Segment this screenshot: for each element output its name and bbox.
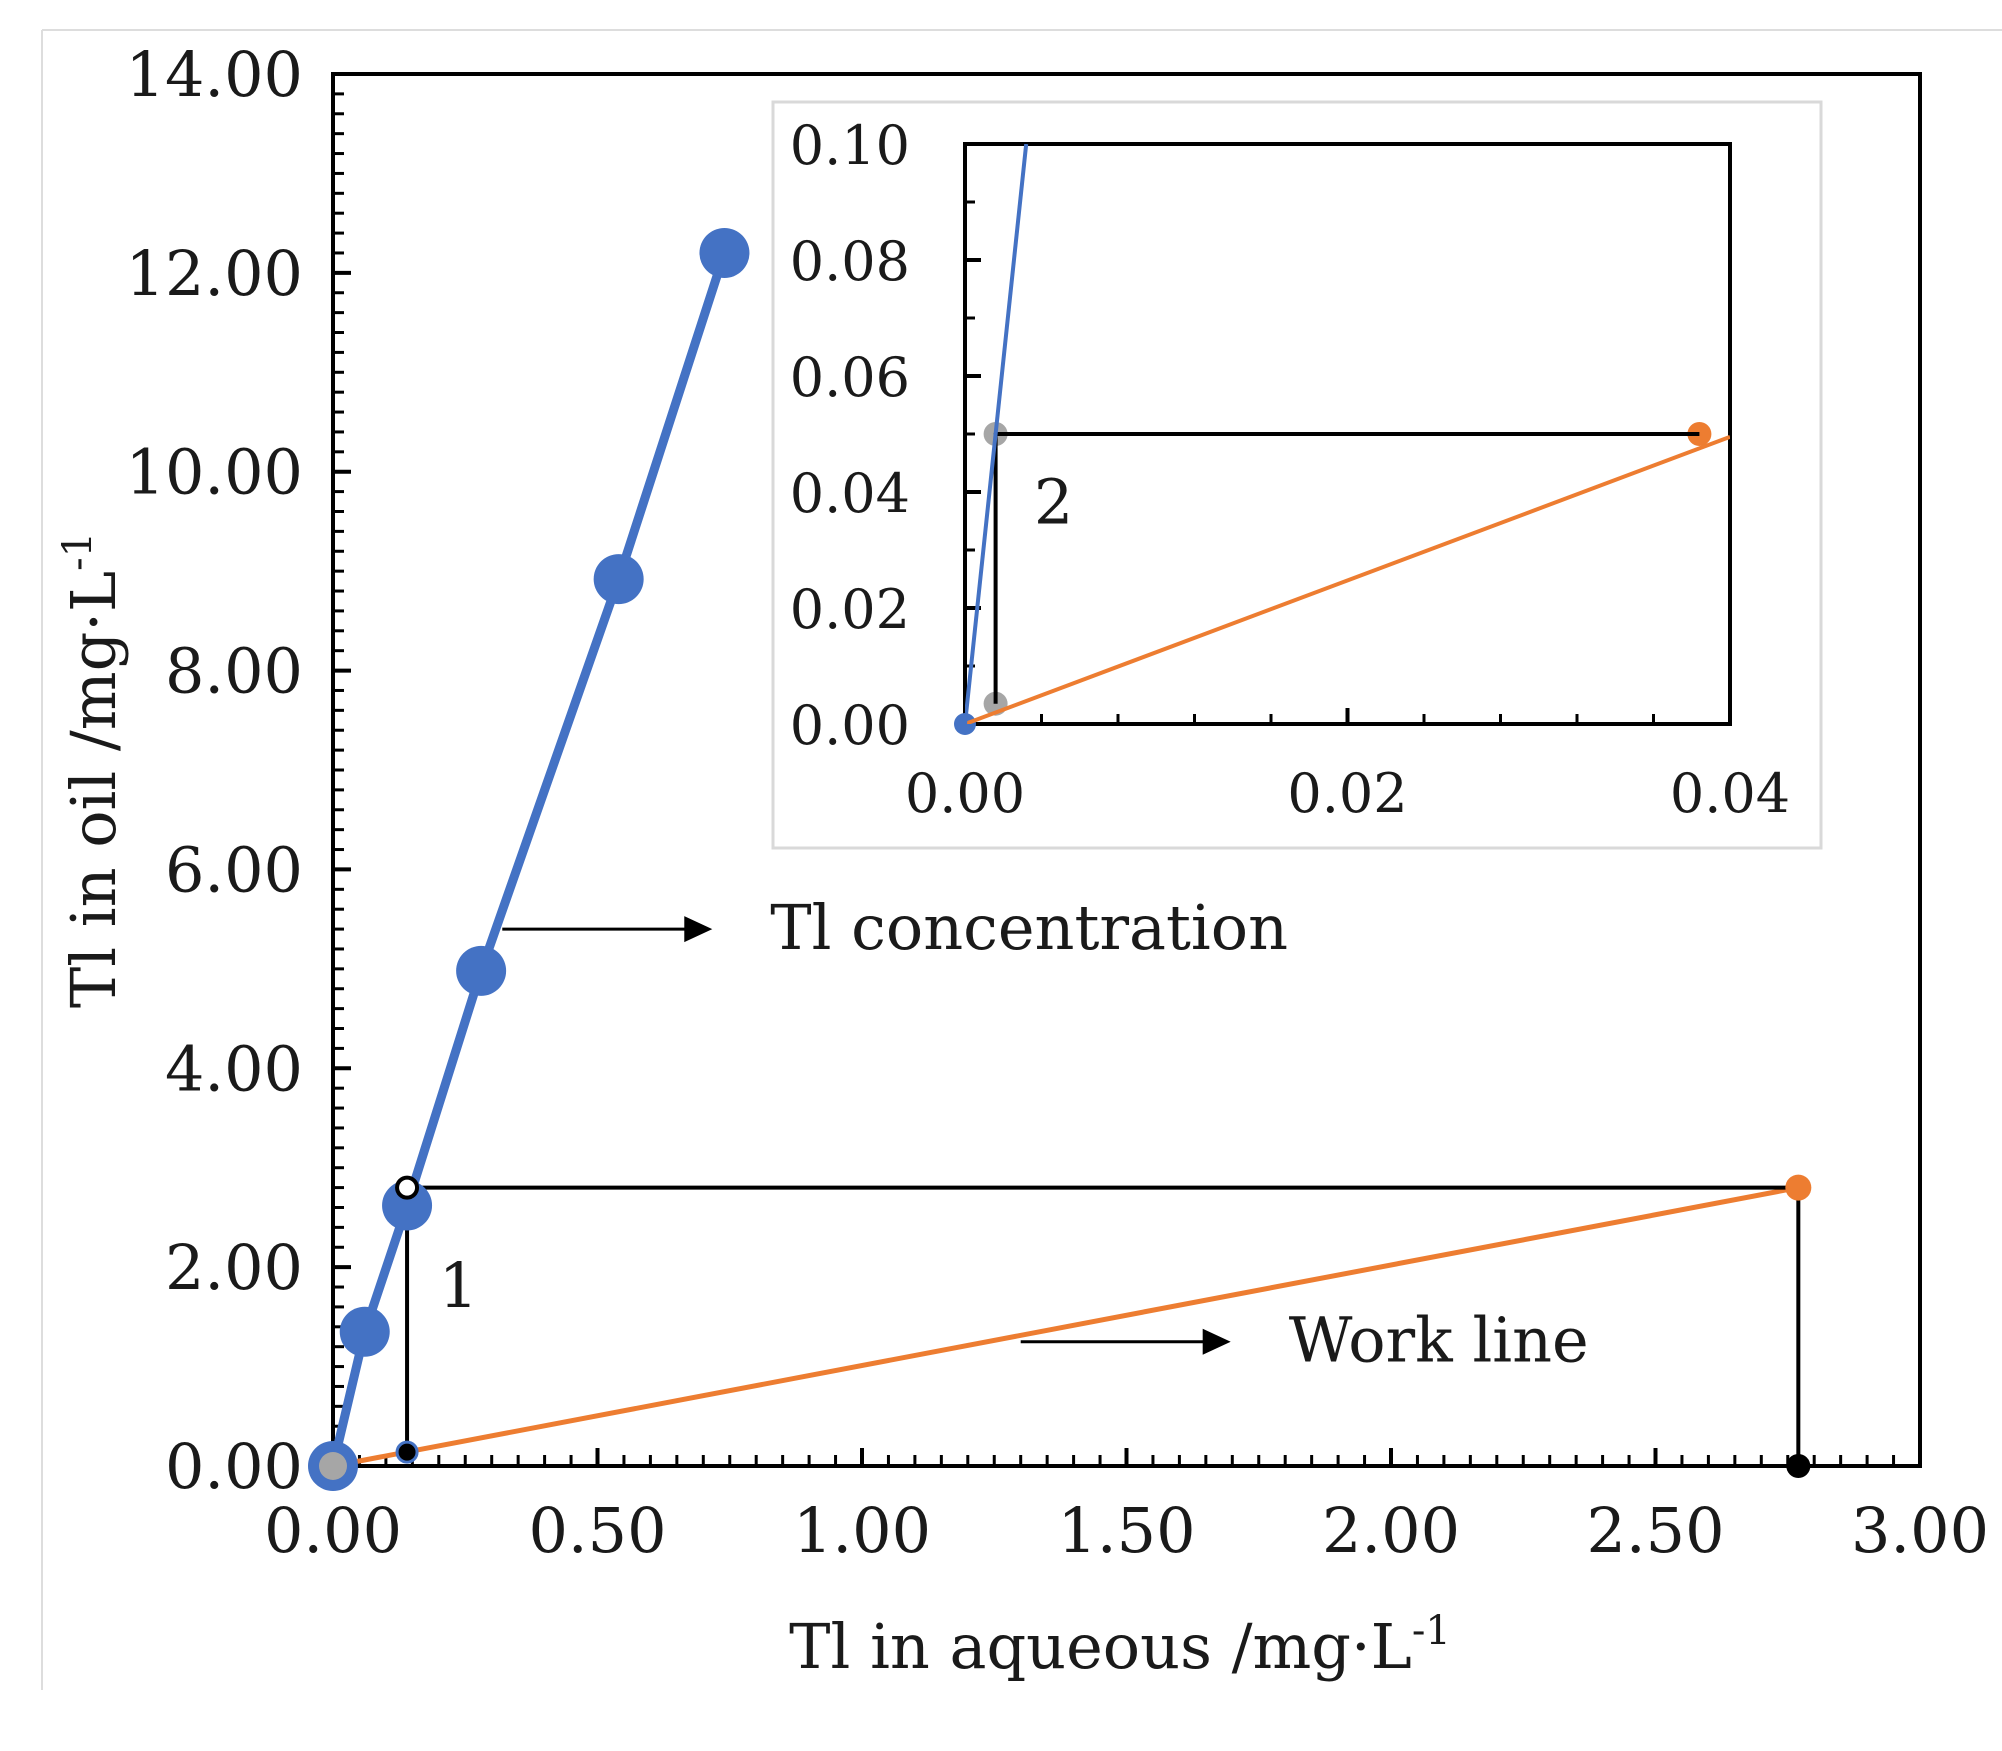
main-tl-concentration-point	[382, 1180, 433, 1231]
main-y-tick-label: 12.00	[126, 237, 304, 310]
main-x-tick-label: 1.50	[1057, 1494, 1195, 1567]
main-x-tick-label: 0.00	[264, 1494, 402, 1567]
main-y-tick-label: 8.00	[165, 635, 303, 708]
inset-tl-concentration-line	[965, 144, 1029, 724]
inset-x-tick-label: 0.04	[1670, 762, 1790, 825]
main-work-line-line	[332, 1185, 1799, 1469]
x-axis-title-superscript: -1	[1412, 1608, 1451, 1654]
main-x-tick-label: 3.00	[1851, 1494, 1989, 1567]
inset-annotation-label: 2	[1034, 466, 1073, 539]
main-tl-concentration-point	[456, 945, 507, 996]
x-axis-title-text: Tl in aqueous /mg·L	[789, 1610, 1412, 1683]
main-x-tick-label: 1.00	[793, 1494, 931, 1567]
inset-y-tick-label: 0.00	[790, 694, 910, 757]
main-annotation-label: 1	[439, 1249, 478, 1322]
main-stage1-end-point	[395, 1440, 419, 1464]
main-annotation-label: Work line	[1289, 1304, 1589, 1377]
main-stage1-start-point	[1786, 1454, 1811, 1478]
main-series-layer: Tl concentration Work line 1	[308, 227, 1812, 1491]
main-x-tick-label: 2.00	[1322, 1494, 1460, 1567]
y-axis-title-superscript: -1	[55, 532, 101, 571]
main-stage-1-line	[405, 1185, 1801, 1466]
y-axis-title-text: Tl in oil /mg·L	[57, 571, 130, 1008]
main-axes: 0.00 0.50 1.00 1.50 2.00 2.50 3.00 0.00 2.00 4.00…	[126, 38, 1990, 1567]
main-annotation-arrowhead	[684, 916, 713, 943]
inset-axes: 0.00 0.02 0.04 0.00 0.02 0.04 0.06 0.08 0.10 2	[790, 114, 1790, 825]
main-tl-concentration-point	[593, 554, 644, 605]
inset-x-tick-label: 0.02	[1287, 762, 1407, 825]
x-axis-title: Tl in aqueous /mg·L-1	[789, 1608, 1451, 1683]
main-y-tick-label: 2.00	[165, 1231, 303, 1304]
main-x-tick-label: 2.50	[1586, 1494, 1724, 1567]
main-stage1-equilibrium-point	[395, 1175, 420, 1200]
inset-y-tick-label: 0.06	[790, 346, 910, 409]
main-work-line-end-point	[1785, 1174, 1812, 1201]
main-x-tick-label: 0.50	[528, 1494, 666, 1567]
main-y-tick-label: 14.00	[126, 38, 304, 111]
main-y-tick-label: 10.00	[126, 436, 304, 509]
y-axis-title: Tl in oil /mg·L-1	[55, 532, 130, 1008]
inset-y-tick-label: 0.04	[790, 462, 910, 525]
inset-panel	[771, 100, 1823, 850]
main-tl-concentration-point	[699, 227, 750, 278]
main-origin-point	[319, 1452, 347, 1480]
inset-series-layer	[965, 144, 1730, 724]
inset-work-line-line	[965, 435, 1730, 724]
main-annotation-label: Tl concentration	[770, 891, 1288, 964]
main-annotation-arrowhead	[1202, 1328, 1231, 1355]
main-y-tick-label: 6.00	[165, 833, 303, 906]
main-y-tick-label: 0.00	[165, 1430, 303, 1503]
main-y-tick-label: 4.00	[165, 1032, 303, 1105]
main-tl-concentration-point	[339, 1306, 390, 1357]
inset-y-tick-label: 0.10	[790, 114, 910, 177]
inset-y-tick-label: 0.08	[790, 230, 910, 293]
inset-y-tick-label: 0.02	[790, 578, 910, 641]
inset-x-tick-label: 0.00	[905, 762, 1025, 825]
